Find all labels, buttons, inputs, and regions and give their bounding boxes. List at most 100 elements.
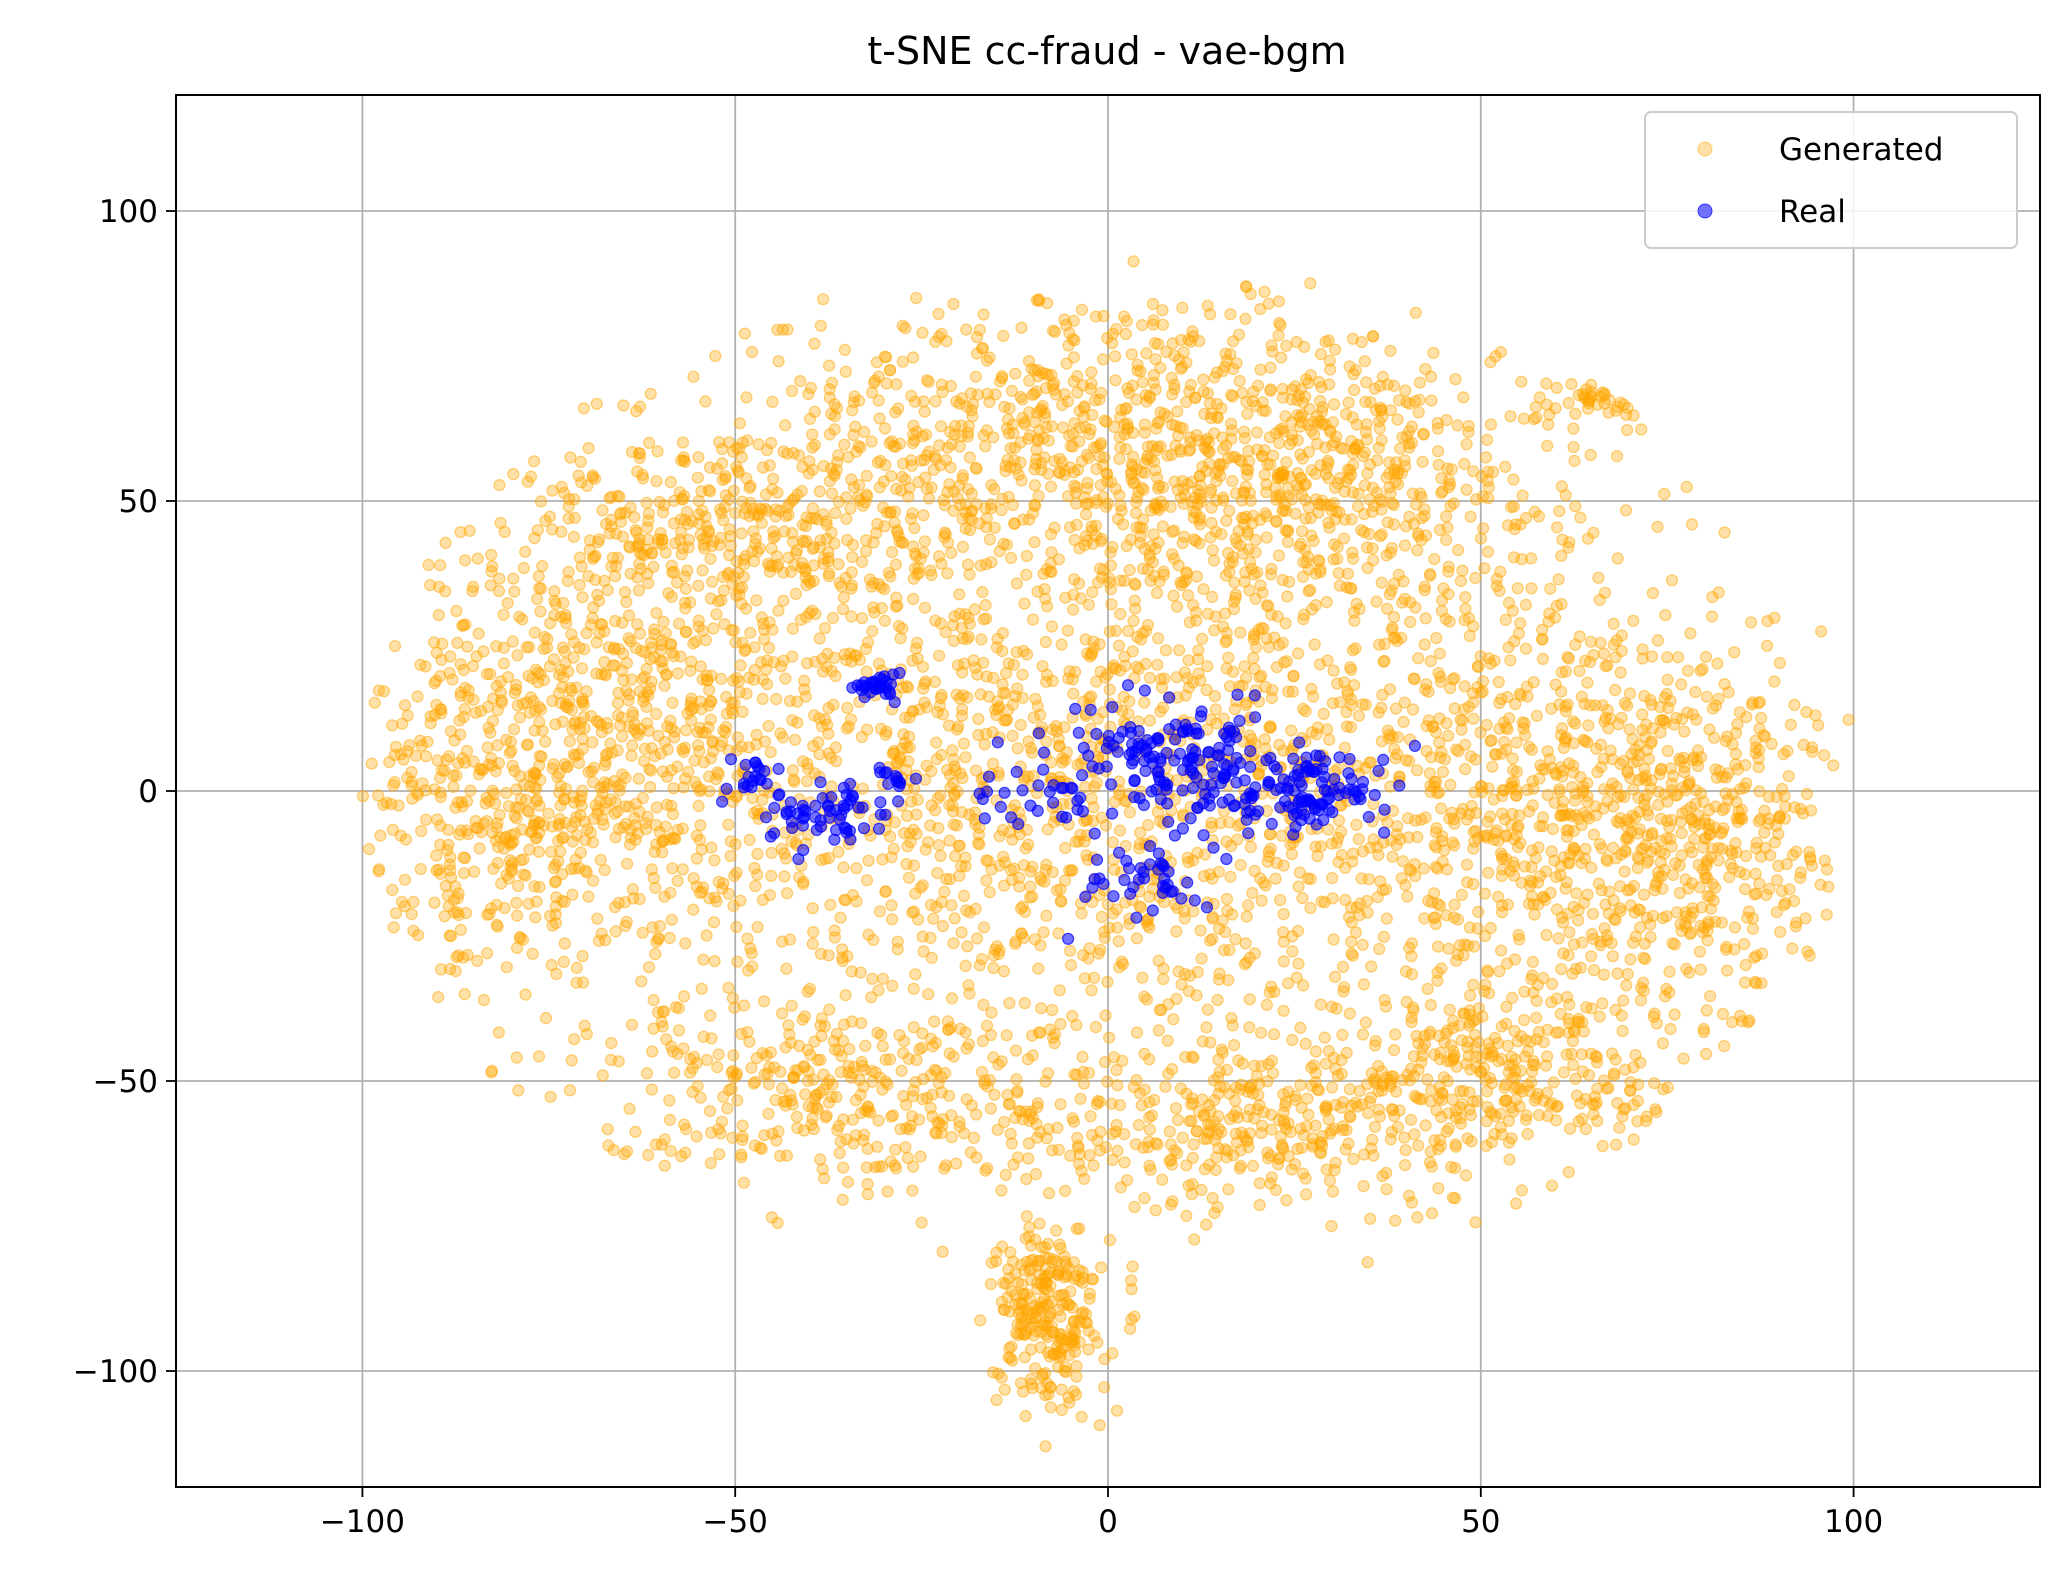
data-point-generated [788,558,801,572]
data-point-generated [1573,664,1586,678]
data-point-generated [767,656,781,669]
data-point-generated [1219,636,1232,649]
data-point-generated [556,894,569,907]
data-point-generated [679,724,693,737]
data-point-generated [1659,608,1672,622]
data-point-generated [1482,652,1495,665]
data-point-generated [623,688,636,701]
data-point-generated [1311,721,1325,734]
data-point-generated [803,412,817,425]
data-point-generated [556,681,569,694]
data-point-generated [799,562,812,576]
data-point-generated [975,952,989,966]
data-point-generated [918,535,932,548]
data-point-generated [497,608,510,621]
data-point-generated [447,906,461,919]
data-point-generated [1656,911,1670,925]
data-point-generated [1243,1021,1256,1034]
data-point-generated [1507,775,1520,788]
data-point-generated [806,502,820,515]
data-point-generated [1728,646,1741,659]
data-point-generated [1229,933,1242,946]
data-point-generated [1494,944,1508,957]
data-point-generated [1472,905,1485,919]
data-point-generated [1523,740,1536,753]
data-point-generated [510,783,523,796]
data-point-generated [1665,840,1678,853]
data-point-generated [1351,500,1365,513]
data-point-generated [881,1185,894,1198]
data-point-generated [1023,374,1036,387]
data-point-generated [372,789,385,802]
data-point-generated [1068,417,1081,430]
data-point-generated [765,846,778,860]
data-point-generated [731,464,744,477]
data-point-generated [1518,860,1531,873]
data-point-generated [1331,762,1344,776]
data-point-generated [640,1067,654,1080]
data-point-generated [642,961,656,974]
data-point-generated [704,713,717,726]
data-point-generated [575,662,589,675]
data-point-generated [687,370,700,383]
data-point-generated [733,686,747,699]
data-point-generated [528,626,541,639]
data-point-generated [1089,310,1103,323]
data-point-generated [1443,615,1456,628]
data-point-generated [1028,364,1041,377]
data-point-generated [421,735,434,748]
data-point-generated [1187,905,1200,918]
data-point-generated [676,436,690,449]
data-point-generated [836,1193,849,1206]
data-point-generated [592,934,606,948]
data-point-generated [703,785,716,798]
data-point-generated [1728,921,1742,934]
data-point-generated [1731,815,1745,829]
data-point-generated [892,619,906,633]
data-point-generated [608,900,622,914]
data-point-generated [948,850,962,863]
data-point-generated [539,735,552,748]
data-point-generated [1574,511,1587,524]
data-point-generated [1444,778,1457,792]
data-point-generated [1286,1033,1299,1047]
data-point-generated [434,838,447,851]
data-point-generated [1815,625,1828,638]
data-point-generated [1804,804,1818,817]
data-point-generated [932,307,945,320]
data-point-generated [1086,537,1100,550]
data-point-generated [1294,1021,1307,1034]
data-point-generated [1140,347,1153,360]
data-point-generated [823,383,836,396]
data-point-generated [640,717,654,730]
data-point-generated [700,929,713,942]
data-point-generated [712,875,725,889]
data-point-generated [1285,847,1299,861]
data-point-generated [808,1035,821,1048]
data-point-generated [979,598,992,612]
data-point-generated [1514,689,1528,702]
data-point-generated [807,925,820,939]
data-point-generated [1319,335,1332,348]
data-point-generated [852,439,865,453]
data-point-generated [1697,1022,1710,1036]
data-point-generated [415,824,428,838]
data-point-generated [850,862,863,875]
data-point-generated [772,355,785,368]
data-point-generated [1741,911,1754,924]
data-point-generated [743,509,756,523]
data-point-generated [524,470,538,483]
data-point-generated [620,915,633,929]
data-point-generated [432,990,445,1004]
data-point-generated [1141,818,1155,832]
data-point-generated [424,710,437,723]
data-point-generated [1304,872,1317,886]
data-point-generated [694,528,707,541]
data-point-generated [1733,865,1746,879]
data-point-generated [513,930,527,944]
data-point-generated [1631,850,1644,863]
data-point-generated [1079,421,1092,434]
data-point-generated [1209,467,1222,480]
data-point-generated [747,554,761,568]
data-point-generated [1458,614,1471,627]
